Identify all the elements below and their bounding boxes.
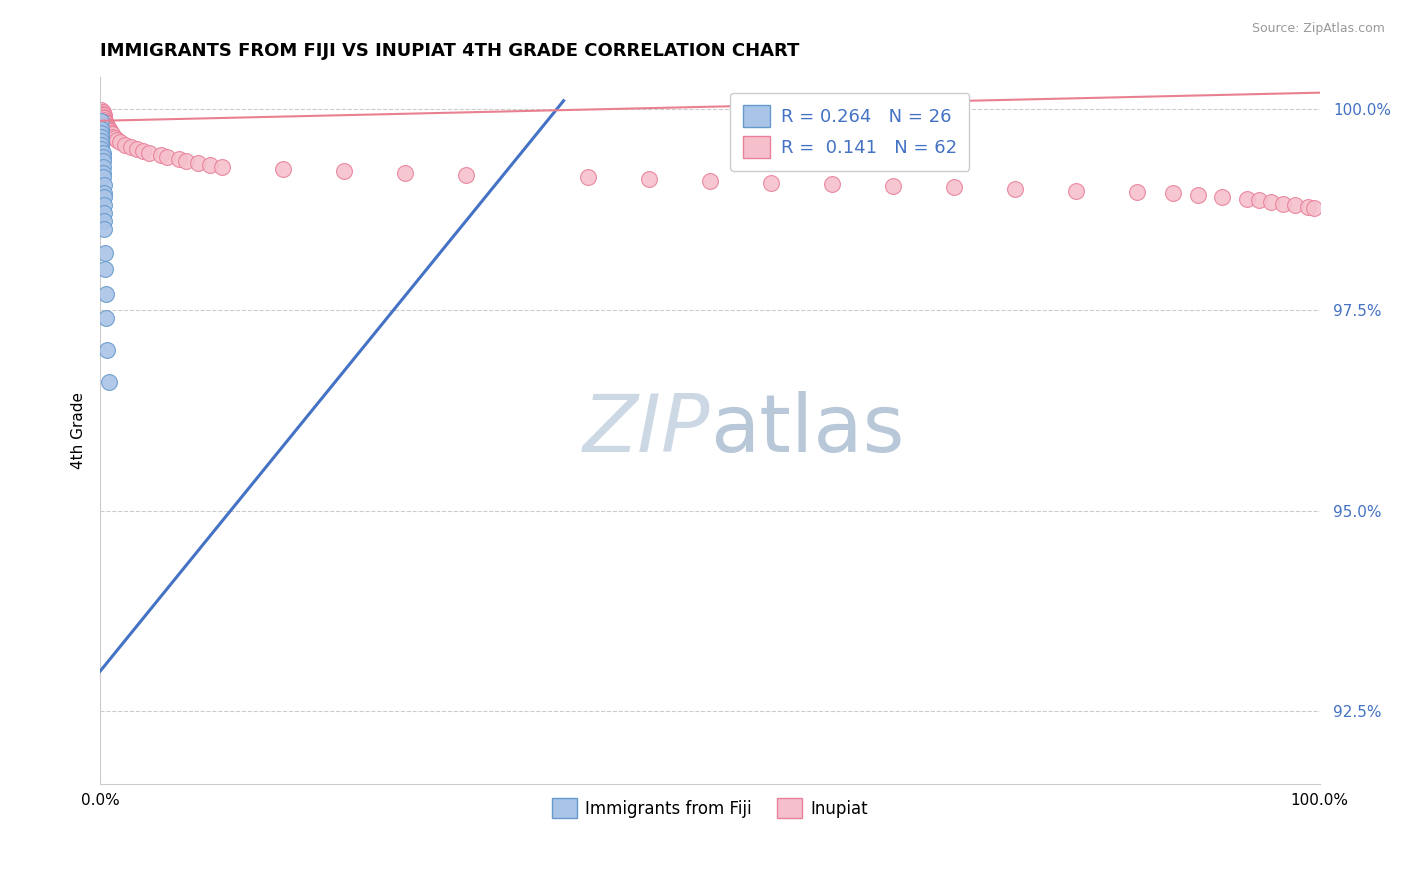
Point	[94, 262, 117, 277]
Point	[101, 128, 124, 142]
Point	[91, 106, 114, 120]
Point	[96, 343, 118, 357]
Point	[125, 142, 148, 156]
Point	[93, 206, 115, 220]
Point	[97, 123, 120, 137]
Point	[1236, 192, 1258, 206]
Point	[169, 152, 191, 166]
Text: ZIP: ZIP	[582, 392, 710, 469]
Point	[97, 121, 120, 136]
Point	[174, 153, 197, 168]
Point	[187, 156, 209, 170]
Point	[93, 113, 115, 128]
Point	[93, 214, 115, 228]
Point	[100, 126, 122, 140]
Point	[105, 133, 128, 147]
Point	[91, 169, 114, 184]
Point	[198, 158, 221, 172]
Point	[156, 150, 179, 164]
Point	[91, 108, 114, 122]
Point	[1284, 198, 1306, 212]
Text: IMMIGRANTS FROM FIJI VS INUPIAT 4TH GRADE CORRELATION CHART: IMMIGRANTS FROM FIJI VS INUPIAT 4TH GRAD…	[100, 42, 800, 60]
Point	[91, 145, 114, 160]
Point	[94, 116, 117, 130]
Point	[90, 105, 112, 120]
Point	[90, 137, 112, 152]
Point	[132, 145, 155, 159]
Point	[138, 145, 160, 160]
Point	[942, 180, 965, 194]
Point	[150, 148, 173, 162]
Point	[108, 136, 131, 150]
Point	[1004, 182, 1026, 196]
Point	[93, 198, 115, 212]
Point	[93, 108, 115, 122]
Point	[94, 114, 117, 128]
Point	[699, 174, 721, 188]
Point	[91, 105, 114, 120]
Point	[211, 160, 233, 174]
Point	[96, 121, 118, 136]
Point	[1126, 186, 1149, 200]
Point	[93, 190, 115, 204]
Point	[91, 150, 114, 164]
Point	[333, 164, 356, 178]
Point	[96, 120, 118, 134]
Point	[1260, 194, 1282, 209]
Point	[271, 161, 294, 176]
Point	[91, 160, 114, 174]
Point	[1247, 194, 1270, 208]
Point	[882, 178, 904, 193]
Point	[97, 375, 120, 389]
Point	[90, 142, 112, 156]
Point	[114, 137, 136, 152]
Point	[576, 169, 599, 184]
Point	[91, 153, 114, 168]
Point	[90, 113, 112, 128]
Point	[93, 178, 115, 192]
Point	[93, 112, 115, 126]
Point	[120, 140, 142, 154]
Y-axis label: 4th Grade: 4th Grade	[72, 392, 86, 468]
Point	[1302, 202, 1324, 216]
Point	[93, 114, 115, 128]
Point	[1211, 190, 1233, 204]
Point	[1272, 196, 1295, 211]
Point	[91, 166, 114, 180]
Text: Source: ZipAtlas.com: Source: ZipAtlas.com	[1251, 22, 1385, 36]
Point	[90, 126, 112, 140]
Point	[394, 166, 416, 180]
Point	[96, 120, 118, 134]
Point	[101, 129, 124, 144]
Point	[96, 310, 118, 325]
Point	[93, 186, 115, 200]
Point	[104, 131, 127, 145]
Point	[96, 116, 118, 130]
Point	[1187, 187, 1209, 202]
Point	[759, 176, 782, 190]
Point	[90, 134, 112, 148]
Text: atlas: atlas	[710, 392, 904, 469]
Point	[1163, 186, 1185, 200]
Point	[96, 286, 118, 301]
Point	[454, 168, 477, 182]
Point	[638, 172, 661, 186]
Point	[94, 246, 117, 260]
Point	[93, 222, 115, 236]
Point	[96, 118, 118, 132]
Point	[98, 124, 121, 138]
Point	[90, 129, 112, 144]
Legend: Immigrants from Fiji, Inupiat: Immigrants from Fiji, Inupiat	[546, 791, 875, 825]
Point	[93, 110, 115, 124]
Point	[1296, 200, 1319, 214]
Point	[90, 103, 112, 118]
Point	[821, 178, 844, 192]
Point	[1064, 184, 1087, 198]
Point	[90, 121, 112, 136]
